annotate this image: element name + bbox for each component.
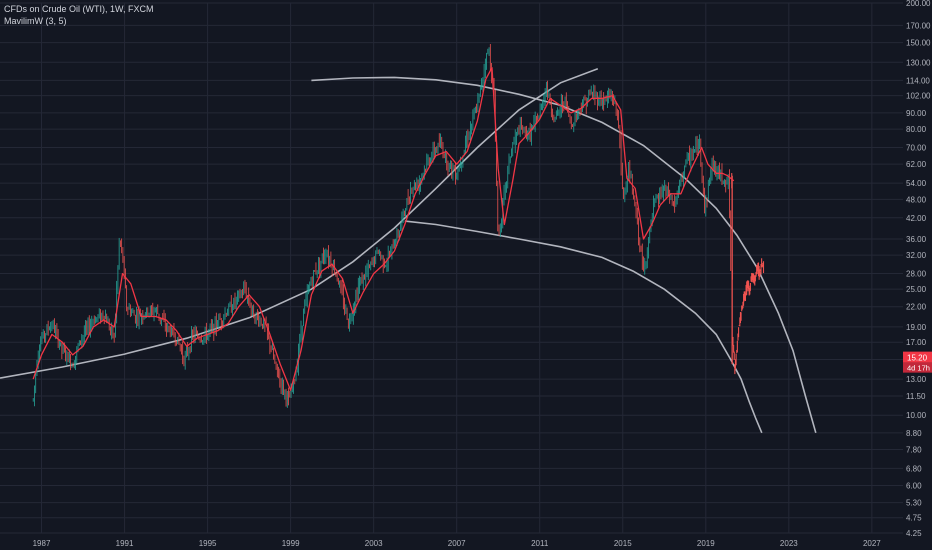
chart-legend: CFDs on Crude Oil (WTI), 1W, FXCM Mavili…	[4, 3, 154, 27]
symbol-title[interactable]: CFDs on Crude Oil (WTI), 1W, FXCM	[4, 4, 154, 14]
x-tick-label: 2015	[614, 539, 632, 548]
mavilim-line	[32, 67, 735, 391]
x-tick-label: 2003	[365, 539, 383, 548]
y-tick-label: 8.80	[906, 429, 922, 438]
y-tick-label: 5.30	[906, 499, 922, 508]
y-tick-label: 22.00	[906, 303, 927, 312]
y-tick-label: 48.00	[906, 195, 927, 204]
countdown-box	[903, 362, 932, 373]
y-tick-label: 54.00	[906, 179, 927, 188]
x-tick-label: 2019	[697, 539, 715, 548]
y-tick-label: 11.50	[906, 392, 926, 401]
y-tick-label: 32.00	[906, 251, 927, 260]
x-tick-label: 1999	[282, 539, 300, 548]
mavilim-path	[32, 67, 735, 391]
x-tick-label: 2023	[780, 539, 798, 548]
upper-arc[interactable]	[311, 76, 817, 434]
y-tick-label: 42.00	[906, 214, 927, 223]
y-tick-label: 25.00	[906, 285, 927, 294]
y-tick-label: 200.00	[906, 0, 931, 8]
price-axis[interactable]: 200.00 170.00 150.00 130.00 114.00 102.00 90.0…	[906, 0, 931, 538]
y-tick-label: 62.00	[906, 160, 927, 169]
y-tick-label: 6.00	[906, 482, 922, 491]
y-tick-label: 114.00	[906, 76, 930, 85]
lower-arc[interactable]	[404, 220, 763, 434]
y-tick-label: 28.00	[906, 270, 927, 279]
x-tick-label: 1987	[33, 539, 51, 548]
y-tick-label: 170.00	[906, 21, 931, 30]
y-tick-label: 6.80	[906, 464, 922, 473]
y-tick-label: 13.00	[906, 375, 927, 384]
price-tag-value: 15.20	[907, 354, 928, 363]
y-tick-label: 150.00	[906, 39, 931, 48]
y-tick-label: 7.80	[906, 445, 922, 454]
y-tick-label: 10.00	[906, 411, 927, 420]
x-tick-label: 2011	[531, 539, 549, 548]
y-tick-label: 4.25	[906, 529, 922, 538]
x-tick-label: 2007	[448, 539, 466, 548]
time-axis[interactable]: 1987 1991 1995 1999 2003 2007 2011 2015 2019 2023…	[33, 539, 882, 548]
y-tick-label: 80.00	[906, 125, 927, 134]
indicator-label[interactable]: MavilimW (3, 5)	[4, 16, 67, 26]
y-tick-label: 17.00	[906, 338, 927, 347]
y-tick-label: 130.00	[906, 58, 931, 67]
lower-trend-arc[interactable]	[0, 68, 599, 379]
y-tick-label: 90.00	[906, 109, 927, 118]
y-tick-label: 4.75	[906, 514, 922, 523]
drawn-arcs[interactable]	[0, 68, 817, 434]
price-tag-box	[903, 351, 932, 363]
y-tick-label: 102.00	[906, 92, 931, 101]
x-tick-label: 1995	[199, 539, 217, 548]
grid	[0, 2, 903, 534]
x-tick-label: 2027	[863, 539, 881, 548]
price-tag-countdown: 4d 17h	[907, 364, 930, 373]
y-tick-label: 70.00	[906, 143, 927, 152]
y-tick-label: 36.00	[906, 235, 927, 244]
y-tick-label: 19.00	[906, 323, 927, 332]
x-tick-label: 1991	[116, 539, 134, 548]
